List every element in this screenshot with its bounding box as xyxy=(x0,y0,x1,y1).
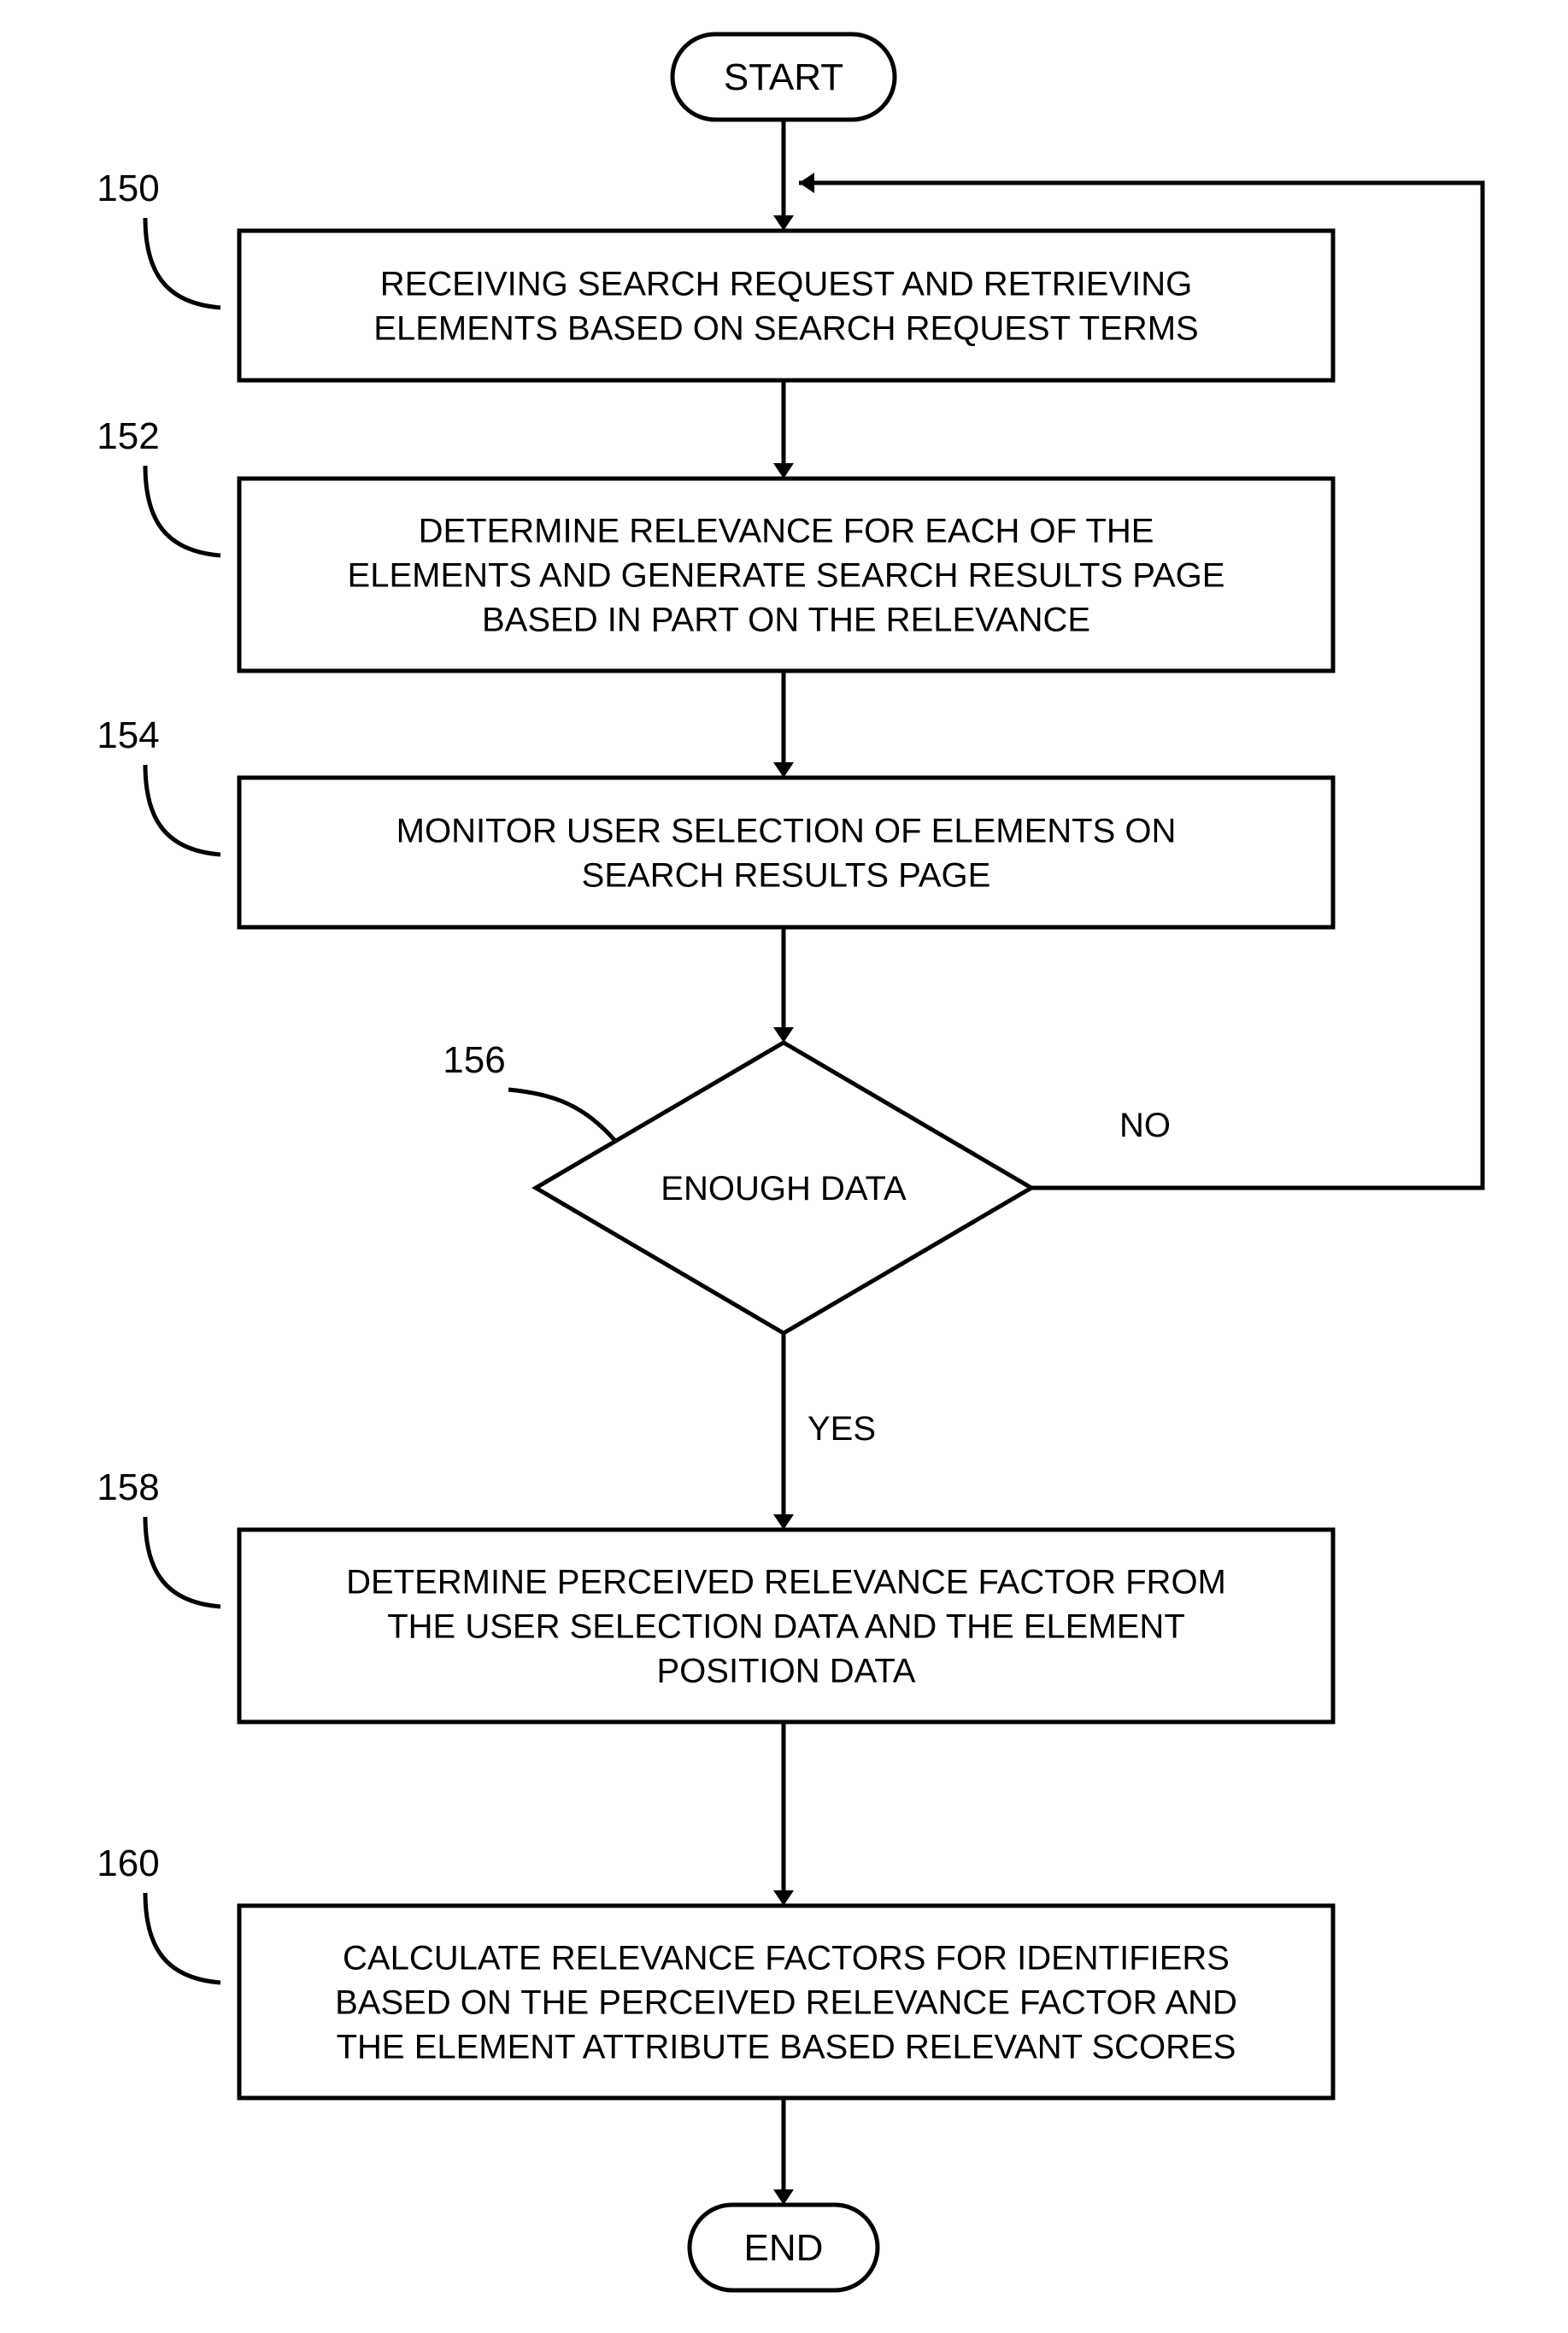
ref-callout-158 xyxy=(145,1517,220,1607)
process-box-160-line-1: BASED ON THE PERCEIVED RELEVANCE FACTOR … xyxy=(335,1984,1237,2022)
decision-156-label: ENOUGH DATA xyxy=(661,1170,907,1208)
process-box-154 xyxy=(239,778,1333,927)
ref-callout-154 xyxy=(145,765,220,855)
ref-callout-152 xyxy=(145,466,220,555)
process-box-150-line-0: RECEIVING SEARCH REQUEST AND RETRIEVING xyxy=(380,266,1193,303)
process-box-152-line-0: DETERMINE RELEVANCE FOR EACH OF THE xyxy=(419,513,1154,550)
ref-label-156: 156 xyxy=(443,1039,505,1081)
arrowhead-icon xyxy=(773,463,794,479)
ref-label-158: 158 xyxy=(97,1466,159,1508)
process-box-158-line-2: POSITION DATA xyxy=(657,1653,916,1690)
arrowhead-icon xyxy=(773,762,794,778)
start-label: START xyxy=(724,56,843,98)
ref-label-154: 154 xyxy=(97,714,159,756)
arrowhead-icon xyxy=(773,1514,794,1530)
edge-label-yes: YES xyxy=(807,1410,876,1448)
process-box-158-line-1: THE USER SELECTION DATA AND THE ELEMENT xyxy=(387,1608,1185,1646)
arrowhead-icon xyxy=(799,173,814,193)
ref-callout-150 xyxy=(145,218,220,308)
arrowhead-icon xyxy=(773,2189,794,2205)
process-box-150-line-1: ELEMENTS BASED ON SEARCH REQUEST TERMS xyxy=(373,310,1198,348)
process-box-160-line-2: THE ELEMENT ATTRIBUTE BASED RELEVANT SCO… xyxy=(337,2029,1236,2066)
arrowhead-icon xyxy=(773,215,794,231)
ref-label-152: 152 xyxy=(97,415,159,457)
arrowhead-icon xyxy=(773,1890,794,1906)
edge-label-no: NO xyxy=(1119,1107,1171,1144)
ref-callout-156 xyxy=(508,1090,615,1141)
ref-label-150: 150 xyxy=(97,167,159,209)
process-box-152-line-1: ELEMENTS AND GENERATE SEARCH RESULTS PAG… xyxy=(348,557,1225,595)
process-box-154-line-1: SEARCH RESULTS PAGE xyxy=(582,857,991,895)
ref-callout-160 xyxy=(145,1893,220,1983)
process-box-154-line-0: MONITOR USER SELECTION OF ELEMENTS ON xyxy=(396,813,1177,850)
ref-label-160: 160 xyxy=(97,1842,159,1884)
process-box-160-line-0: CALCULATE RELEVANCE FACTORS FOR IDENTIFI… xyxy=(343,1940,1230,1977)
end-label: END xyxy=(744,2227,824,2269)
process-box-158-line-0: DETERMINE PERCEIVED RELEVANCE FACTOR FRO… xyxy=(346,1564,1226,1601)
flowchart-canvas: START END RECEIVING SEARCH REQUEST AND RET… xyxy=(0,0,1568,2333)
process-box-150 xyxy=(239,231,1333,380)
process-box-152-line-2: BASED IN PART ON THE RELEVANCE xyxy=(482,602,1090,639)
